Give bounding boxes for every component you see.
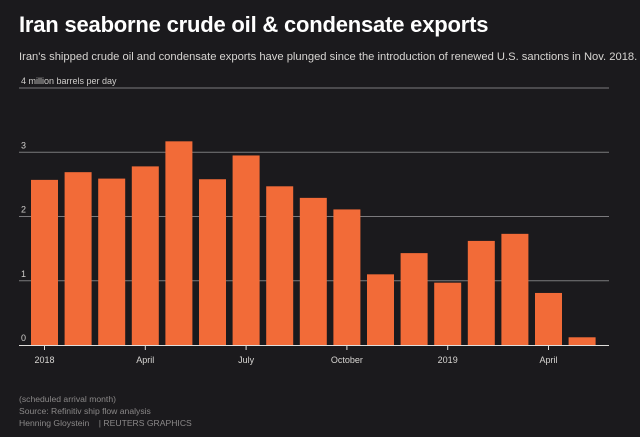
x-tick-label: October xyxy=(331,355,363,365)
footer-source: Source: Refinitiv ship flow analysis xyxy=(19,406,151,416)
bar xyxy=(266,186,294,345)
y-tick-label: 2 xyxy=(21,205,26,215)
bar xyxy=(199,179,226,345)
bar xyxy=(434,282,462,345)
chart-footer: (scheduled arrival month) Source: Refini… xyxy=(19,393,192,429)
bar xyxy=(535,292,562,345)
footer-note: (scheduled arrival month) xyxy=(19,394,116,404)
bar xyxy=(299,197,327,345)
chart-subtitle: Iran's shipped crude oil and condensate … xyxy=(19,51,638,63)
chart-title: Iran seaborne crude oil & condensate exp… xyxy=(19,12,489,37)
x-tick-label: 2018 xyxy=(34,355,54,365)
bar xyxy=(568,337,596,345)
x-tick-label: July xyxy=(238,355,255,365)
footer-credit-line: Henning Gloystein | REUTERS GRAPHICS xyxy=(19,417,192,429)
footer-separator: | xyxy=(91,418,102,428)
y-tick-label: 1 xyxy=(21,269,26,279)
bar xyxy=(400,253,428,345)
x-tick-label: 2019 xyxy=(438,355,458,365)
bar xyxy=(232,155,260,345)
footer-credit: Henning Gloystein xyxy=(19,418,90,428)
y-axis-label: 4 million barrels per day xyxy=(21,76,117,86)
bar xyxy=(367,274,394,345)
bar xyxy=(98,178,126,345)
bar xyxy=(501,233,529,345)
y-tick-label: 0 xyxy=(21,333,26,343)
bar xyxy=(31,179,58,345)
x-tick-label: April xyxy=(539,355,557,365)
x-tick-label: April xyxy=(136,355,154,365)
y-tick-label: 3 xyxy=(21,140,26,150)
bar xyxy=(131,166,159,345)
bar xyxy=(165,141,193,345)
bar xyxy=(467,240,495,345)
bar xyxy=(333,209,361,345)
footer-brand: REUTERS GRAPHICS xyxy=(103,418,192,428)
bar xyxy=(64,172,92,345)
